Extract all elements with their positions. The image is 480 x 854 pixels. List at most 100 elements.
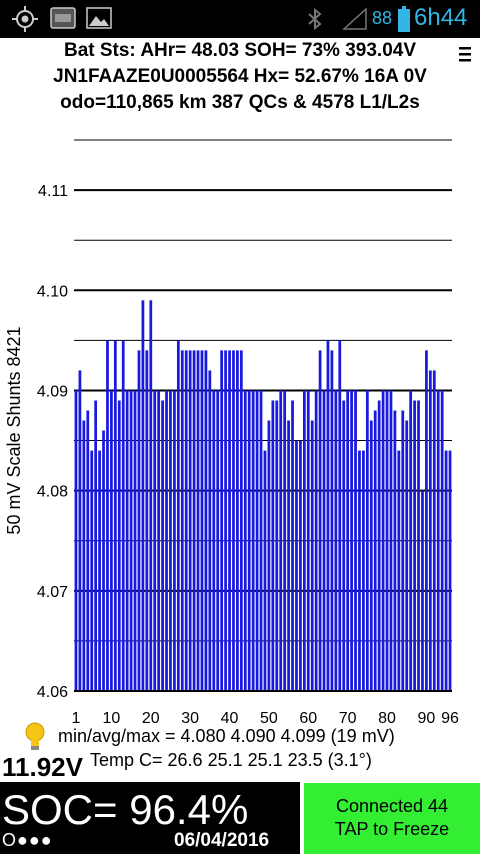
bar-cell-4 [86, 410, 90, 691]
y-axis-label: 50 mV Scale Shunts 8421 [4, 326, 24, 534]
bar-cell-57 [295, 440, 298, 691]
bar-cell-88 [417, 400, 420, 691]
bar-cell-73 [358, 450, 361, 691]
bar-cell-78 [377, 400, 381, 691]
bar-cell-69 [342, 400, 346, 691]
bar-cell-24 [165, 390, 168, 691]
bar-cell-14 [125, 390, 129, 691]
x-tick-label: 30 [181, 710, 199, 724]
x-tick-label: 90 [418, 710, 436, 724]
tap-to-freeze-button[interactable]: Connected 44 TAP to Freeze [304, 783, 480, 854]
bar-cell-54 [283, 390, 287, 691]
freeze-label: TAP to Freeze [334, 819, 450, 839]
bar-cell-83 [397, 450, 401, 691]
bar-cell-72 [354, 390, 357, 691]
bar-cell-65 [326, 340, 330, 691]
bar-cell-64 [322, 390, 326, 691]
bar-cell-71 [350, 390, 353, 691]
bar-cell-38 [220, 350, 224, 691]
bar-cell-80 [385, 390, 389, 691]
bar-cell-47 [255, 390, 259, 691]
bar-cell-1 [74, 390, 78, 691]
bar-cell-55 [287, 420, 290, 691]
aux-voltage: 11.92V [2, 752, 83, 782]
bar-cell-94 [440, 390, 444, 691]
status-bar: 88 6h44 [0, 0, 480, 38]
bar-cell-10 [110, 390, 113, 691]
y-tick-label: 4.09 [37, 383, 68, 400]
x-tick-label: 1 [72, 710, 81, 724]
bar-cell-41 [232, 350, 235, 691]
bar-cell-37 [216, 390, 220, 691]
bar-cell-27 [176, 340, 180, 691]
x-tick-label: 10 [103, 710, 121, 724]
photo-icon [50, 7, 76, 29]
y-tick-label: 4.08 [37, 484, 68, 501]
min-avg-max-stats: min/avg/max = 4.080 4.090 4.099 (19 mV) [58, 726, 395, 746]
bar-cell-34 [204, 350, 208, 691]
bar-cell-60 [306, 390, 310, 691]
x-tick-label: 20 [142, 710, 160, 724]
bar-cell-6 [94, 400, 98, 691]
bar-cell-66 [330, 350, 334, 691]
battery-icon [398, 6, 410, 32]
bar-cell-68 [338, 340, 342, 691]
bar-cell-45 [247, 390, 251, 691]
bar-cell-9 [106, 340, 109, 691]
connection-dots: O●●● [2, 830, 53, 850]
bar-cell-15 [129, 390, 133, 691]
bar-cell-46 [251, 390, 255, 691]
signal-icon [342, 8, 367, 30]
bar-cell-95 [444, 450, 448, 691]
bar-cell-52 [275, 400, 279, 691]
bar-cell-22 [157, 390, 161, 691]
x-tick-label: 60 [299, 710, 317, 724]
bar-cell-77 [373, 410, 377, 691]
bar-cell-89 [421, 490, 424, 691]
y-tick-label: 4.07 [37, 584, 68, 601]
image-icon [86, 7, 112, 29]
bar-cell-81 [389, 390, 393, 691]
y-tick-label: 4.10 [37, 283, 68, 300]
y-tick-label: 4.06 [37, 684, 68, 701]
x-tick-label: 80 [378, 710, 396, 724]
bar-cell-39 [224, 350, 227, 691]
bar-cell-17 [137, 350, 141, 691]
bar-cell-11 [113, 340, 117, 691]
bar-cell-75 [365, 390, 369, 691]
bar-cell-19 [145, 350, 149, 691]
date: 06/04/2016 [174, 830, 270, 851]
bar-cell-36 [212, 390, 216, 691]
bar-cell-91 [428, 370, 432, 691]
bar-cell-50 [267, 420, 271, 691]
bar-cell-79 [381, 390, 385, 691]
odometer-line: odo=110,865 km 387 QCs & 4578 L1/L2s [60, 92, 420, 113]
bar-cell-96 [448, 450, 452, 691]
bar-cell-87 [413, 400, 416, 691]
menu-icon[interactable] [458, 45, 472, 63]
bar-cell-82 [393, 410, 397, 691]
bar-cell-63 [318, 350, 322, 691]
bar-cell-53 [279, 390, 283, 691]
bar-cell-5 [90, 450, 94, 691]
vin-line: JN1FAAZE0U0005564 Hx= 52.67% 16A 0V [53, 66, 427, 87]
bar-cell-30 [188, 350, 192, 691]
bar-cell-2 [78, 370, 82, 691]
connection-status: Connected 44 [335, 796, 449, 816]
soc-value: SOC= 96.4% [2, 786, 249, 833]
bar-cell-32 [196, 350, 200, 691]
lightbulb-icon[interactable] [24, 722, 46, 752]
bar-cell-23 [161, 400, 164, 691]
bar-cell-12 [117, 400, 121, 691]
x-tick-label: 96 [441, 710, 459, 724]
bar-cell-29 [184, 350, 188, 691]
bar-cell-42 [236, 350, 239, 691]
bar-cell-58 [299, 440, 302, 691]
bar-cell-21 [153, 390, 157, 691]
cell-voltage-chart[interactable]: 4.06 4.07 4.08 4.09 4.10 4.11 1 10 20 30 40 50 60 70 8… [0, 120, 480, 724]
bar-cell-35 [208, 370, 212, 691]
bar-cell-20 [149, 300, 153, 691]
bar-cell-43 [239, 350, 243, 691]
bar-cell-84 [401, 410, 405, 691]
bar-cell-59 [302, 390, 306, 691]
